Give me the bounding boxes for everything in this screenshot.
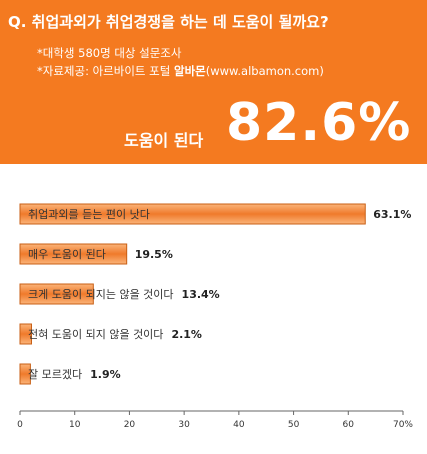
bar-category-label: 잘 모르겠다 <box>28 368 82 381</box>
source-prefix: *자료제공: 아르바이트 포털 <box>37 64 174 78</box>
bar <box>19 363 31 385</box>
header-banner: Q. 취업과외가 취업경쟁을 하는 데 도움이 될까요? *대학생 580명 대… <box>0 0 427 164</box>
x-tick-label: 30 <box>178 420 190 430</box>
bar-value-label: 63.1% <box>373 208 411 221</box>
x-tick-label: 10 <box>69 420 81 430</box>
x-tick-label: 20 <box>124 420 136 430</box>
source-brand: 알바몬 <box>173 64 206 78</box>
highlight-label: 도움이 된다 <box>124 131 204 150</box>
x-tick-label: 70% <box>393 420 413 430</box>
source-note: *자료제공: 아르바이트 포털 알바몬(www.albamon.com) <box>37 63 324 79</box>
bar-value-label: 13.4% <box>182 288 220 301</box>
bar-value-label: 2.1% <box>171 328 202 341</box>
bar-value-label: 19.5% <box>135 248 173 261</box>
survey-note: *대학생 580명 대상 설문조사 <box>37 46 182 60</box>
question-title: Q. 취업과외가 취업경쟁을 하는 데 도움이 될까요? <box>8 13 329 31</box>
bar <box>19 203 366 225</box>
bar-category-label: 크게 도움이 되지는 않을 것이다 <box>28 288 174 301</box>
bar-category-label: 전혀 도움이 되지 않을 것이다 <box>28 328 163 341</box>
bar-value-label: 1.9% <box>90 368 121 381</box>
bar-category-label: 매우 도움이 된다 <box>28 248 106 261</box>
bar-chart: 취업과외를 듣는 편이 낫다 63.1% 매우 도움이 된다 19.5% 크게 도움이 … <box>17 203 413 430</box>
x-tick-label: 50 <box>288 420 300 430</box>
source-url: (www.albamon.com) <box>205 64 324 78</box>
highlight-value: 82.6% <box>226 93 412 153</box>
x-tick-label: 40 <box>233 420 245 430</box>
bar <box>19 323 32 345</box>
bar-category-label: 취업과외를 듣는 편이 낫다 <box>28 208 150 221</box>
bar <box>19 283 94 305</box>
x-tick-label: 0 <box>17 420 23 430</box>
x-tick-label: 60 <box>343 420 355 430</box>
bar <box>19 243 128 265</box>
